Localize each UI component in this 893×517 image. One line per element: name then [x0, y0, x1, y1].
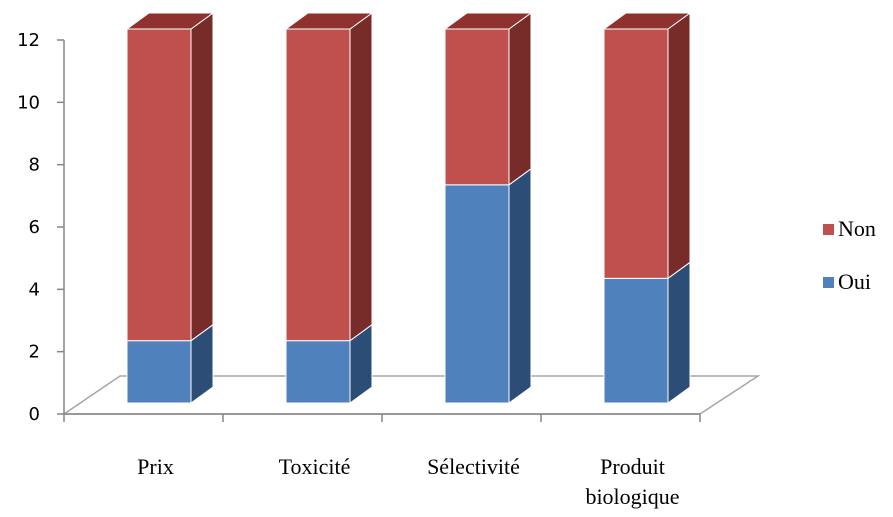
bar-oui: [603, 277, 669, 404]
y-tick-label: 8: [29, 155, 40, 176]
bar-side-non: [508, 12, 532, 186]
bar-side-non: [349, 12, 373, 342]
x-category-label: Produit biologique: [585, 454, 679, 509]
bar-oui: [126, 340, 192, 404]
bar-top-non: [443, 12, 533, 30]
bars: [125, 12, 692, 404]
bar-non: [444, 28, 510, 186]
bar-side-non: [667, 12, 691, 280]
bar-non: [603, 28, 669, 279]
bar-oui: [444, 184, 510, 404]
bar-side-oui: [508, 167, 532, 404]
legend-label-non: Non: [838, 216, 876, 241]
x-axis-labels: Prix Toxicité Sélectivité Produit biologique: [137, 454, 679, 509]
bar-side-oui: [667, 261, 691, 404]
legend-swatch-oui: [823, 277, 834, 288]
legend: Non Oui: [823, 216, 876, 294]
axes: 0 2 4 6 8 10 12: [17, 30, 701, 425]
y-tick-label: 6: [29, 217, 40, 238]
y-tick-label: 4: [29, 279, 40, 300]
bar-non: [126, 28, 192, 342]
y-tick-label: 0: [29, 404, 40, 425]
bar-top-non: [602, 12, 692, 30]
x-category-label: Toxicité: [279, 454, 351, 479]
bar-top-non: [284, 12, 374, 30]
bar-non: [285, 28, 351, 342]
bar-side-non: [190, 12, 214, 342]
y-tick-label: 10: [17, 92, 40, 113]
x-category-label: Sélectivité: [427, 454, 520, 479]
legend-label-oui: Oui: [838, 269, 871, 294]
y-tick-label: 12: [17, 30, 40, 51]
y-tick-label: 2: [29, 342, 40, 363]
bar-top-non: [125, 12, 215, 30]
bar-oui: [285, 340, 351, 404]
x-category-label: Prix: [137, 454, 174, 479]
legend-swatch-non: [823, 224, 834, 235]
